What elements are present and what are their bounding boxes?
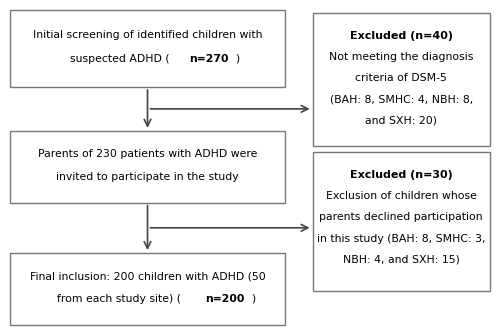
- FancyBboxPatch shape: [10, 253, 285, 325]
- Text: Initial screening of identified children with: Initial screening of identified children…: [33, 29, 262, 40]
- FancyBboxPatch shape: [312, 152, 490, 291]
- Text: Parents of 230 patients with ADHD were: Parents of 230 patients with ADHD were: [38, 149, 257, 159]
- Text: criteria of DSM-5: criteria of DSM-5: [356, 73, 447, 83]
- Text: n=270: n=270: [189, 54, 228, 64]
- FancyBboxPatch shape: [10, 131, 285, 203]
- Text: n=200: n=200: [205, 294, 244, 304]
- Text: Not meeting the diagnosis: Not meeting the diagnosis: [329, 52, 474, 62]
- FancyBboxPatch shape: [10, 10, 285, 87]
- Text: Excluded (n=30): Excluded (n=30): [350, 170, 452, 180]
- Text: Exclusion of children whose: Exclusion of children whose: [326, 191, 476, 201]
- Text: Excluded (n=40): Excluded (n=40): [350, 31, 453, 41]
- Text: suspected ADHD (: suspected ADHD (: [70, 54, 169, 64]
- Text: from each study site) (: from each study site) (: [58, 294, 182, 304]
- Text: NBH: 4, and SXH: 15): NBH: 4, and SXH: 15): [343, 255, 460, 265]
- Text: and SXH: 20): and SXH: 20): [365, 116, 437, 126]
- Text: parents declined participation: parents declined participation: [320, 212, 483, 222]
- FancyBboxPatch shape: [312, 13, 490, 146]
- Text: Final inclusion: 200 children with ADHD (50: Final inclusion: 200 children with ADHD …: [30, 271, 266, 281]
- Text: ): ): [235, 54, 240, 64]
- Text: invited to participate in the study: invited to participate in the study: [56, 172, 239, 182]
- Text: in this study (BAH: 8, SMHC: 3,: in this study (BAH: 8, SMHC: 3,: [317, 233, 486, 244]
- Text: (BAH: 8, SMHC: 4, NBH: 8,: (BAH: 8, SMHC: 4, NBH: 8,: [330, 94, 473, 105]
- Text: ): ): [250, 294, 255, 304]
